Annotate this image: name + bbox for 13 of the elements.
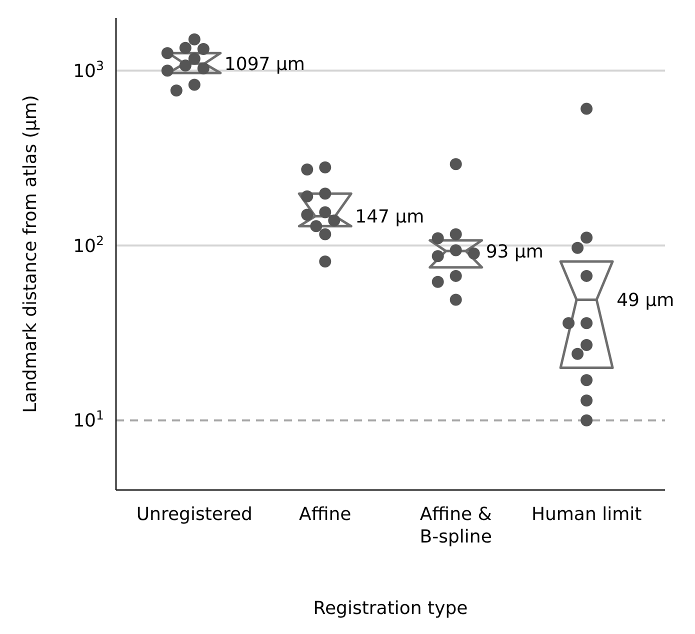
annotation: 147 µm: [355, 206, 424, 228]
y-tick-label: 10$^{1}$: [73, 407, 104, 432]
y-tick-label: 10$^{2}$: [73, 232, 104, 257]
x-axis-title: Registration type: [313, 598, 468, 619]
x-tick-label: Unregistered: [136, 504, 252, 525]
annotation: 1097 µm: [224, 54, 305, 75]
y-axis-title: Landmark distance from atlas (µm): [20, 95, 41, 413]
x-tick-label: Affine & B-spline: [420, 504, 492, 548]
x-tick-label: Affine: [299, 504, 352, 525]
annotation: 49 µm: [616, 290, 674, 312]
y-tick-label: 10$^{3}$: [73, 57, 104, 82]
annotation: 93 µm: [486, 241, 544, 262]
x-tick-label: Human limit: [531, 504, 642, 525]
